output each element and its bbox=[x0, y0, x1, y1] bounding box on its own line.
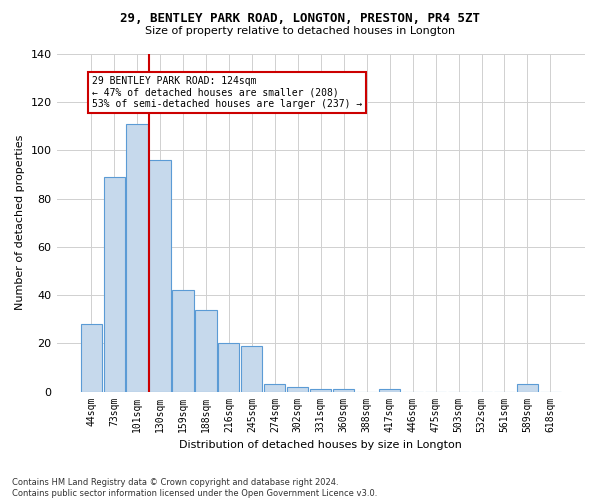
Bar bbox=[517, 384, 538, 392]
Bar bbox=[149, 160, 170, 392]
Bar bbox=[80, 324, 101, 392]
Bar bbox=[333, 389, 354, 392]
Bar bbox=[379, 389, 400, 392]
Bar bbox=[196, 310, 217, 392]
Bar bbox=[241, 346, 262, 392]
Bar bbox=[264, 384, 286, 392]
Text: 29 BENTLEY PARK ROAD: 124sqm
← 47% of detached houses are smaller (208)
53% of s: 29 BENTLEY PARK ROAD: 124sqm ← 47% of de… bbox=[92, 76, 362, 109]
Text: Contains HM Land Registry data © Crown copyright and database right 2024.
Contai: Contains HM Land Registry data © Crown c… bbox=[12, 478, 377, 498]
Bar bbox=[104, 177, 125, 392]
Bar bbox=[218, 344, 239, 392]
Text: Size of property relative to detached houses in Longton: Size of property relative to detached ho… bbox=[145, 26, 455, 36]
Bar bbox=[287, 386, 308, 392]
Text: 29, BENTLEY PARK ROAD, LONGTON, PRESTON, PR4 5ZT: 29, BENTLEY PARK ROAD, LONGTON, PRESTON,… bbox=[120, 12, 480, 26]
Bar bbox=[172, 290, 194, 392]
Y-axis label: Number of detached properties: Number of detached properties bbox=[15, 135, 25, 310]
Bar bbox=[310, 389, 331, 392]
Bar bbox=[127, 124, 148, 392]
X-axis label: Distribution of detached houses by size in Longton: Distribution of detached houses by size … bbox=[179, 440, 462, 450]
